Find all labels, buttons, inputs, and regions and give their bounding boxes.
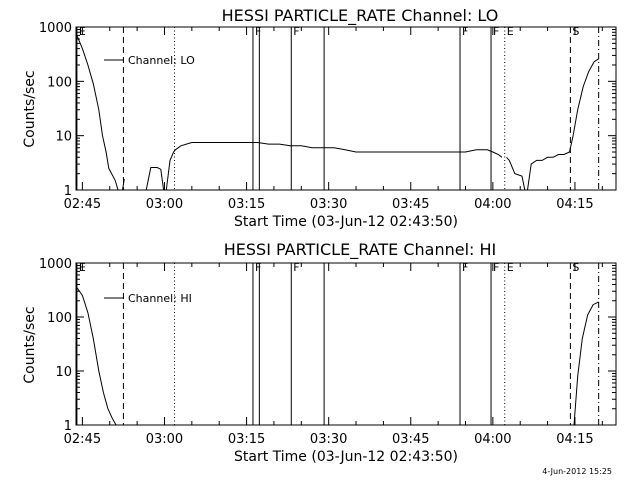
series-line-segment bbox=[527, 58, 599, 191]
series-line-segment bbox=[122, 178, 125, 191]
y-tick-label: 100 bbox=[47, 311, 72, 326]
x-tick-label: 03:00 bbox=[146, 197, 183, 212]
y-tick-label: 1000 bbox=[39, 257, 72, 272]
event-marker-label: E bbox=[79, 25, 86, 38]
series-line-segment bbox=[76, 287, 117, 426]
x-tick-label: 03:15 bbox=[228, 432, 265, 447]
y-tick-label: 1000 bbox=[39, 21, 72, 36]
series-line-segment bbox=[573, 301, 599, 426]
x-tick-label: 03:00 bbox=[146, 432, 183, 447]
x-tick-label: 02:45 bbox=[64, 432, 101, 447]
event-marker-label: F bbox=[462, 25, 468, 38]
plot-timestamp: 4-Jun-2012 15:25 bbox=[542, 467, 612, 476]
event-marker-label: F bbox=[293, 261, 299, 274]
x-tick-label: 04:00 bbox=[474, 197, 511, 212]
plot-frame bbox=[75, 262, 617, 426]
chart-title: HESSI PARTICLE_RATE Channel: LO bbox=[222, 6, 499, 26]
event-marker-label: F bbox=[293, 25, 299, 38]
y-axis-label: Counts/sec bbox=[22, 70, 38, 147]
x-tick-label: 03:30 bbox=[310, 197, 347, 212]
y-tick-label: 1 bbox=[64, 419, 72, 434]
y-tick-label: 10 bbox=[55, 365, 72, 380]
x-tick-label: 04:00 bbox=[474, 432, 511, 447]
event-marker-label: E bbox=[507, 25, 514, 38]
plot-frame bbox=[75, 26, 617, 191]
event-marker-label: F bbox=[493, 25, 499, 38]
event-marker-label: E bbox=[79, 261, 86, 274]
y-tick-label: 100 bbox=[47, 75, 72, 90]
event-marker-label: F bbox=[493, 261, 499, 274]
x-tick-label: 03:30 bbox=[310, 432, 347, 447]
legend-label: Channel: HI bbox=[128, 292, 192, 305]
event-marker-label: F bbox=[462, 261, 468, 274]
y-tick-label: 10 bbox=[55, 130, 72, 145]
y-axis-label: Counts/sec bbox=[22, 306, 38, 383]
event-marker-label: S bbox=[572, 261, 579, 274]
x-tick-label: 03:15 bbox=[228, 197, 265, 212]
y-tick-label: 1 bbox=[64, 184, 72, 199]
series-line-segment bbox=[145, 167, 165, 191]
series-line-segment bbox=[165, 142, 503, 191]
event-marker-label: E bbox=[507, 261, 514, 274]
hi-channel-panel: HESSI PARTICLE_RATE Channel: HI Counts/s… bbox=[22, 240, 617, 465]
x-tick-label: 03:45 bbox=[392, 197, 429, 212]
series-line-segment bbox=[506, 156, 526, 191]
series-line-segment bbox=[76, 35, 121, 191]
x-axis-label: Start Time (03-Jun-12 02:43:50) bbox=[234, 449, 458, 465]
legend-label: Channel: LO bbox=[128, 54, 195, 67]
event-marker-label: S bbox=[572, 25, 579, 38]
x-tick-label: 04:15 bbox=[556, 432, 593, 447]
x-tick-label: 02:45 bbox=[64, 197, 101, 212]
chart-title: HESSI PARTICLE_RATE Channel: HI bbox=[224, 240, 497, 260]
x-axis-label: Start Time (03-Jun-12 02:43:50) bbox=[234, 214, 458, 230]
x-tick-label: 04:15 bbox=[556, 197, 593, 212]
x-tick-label: 03:45 bbox=[392, 432, 429, 447]
event-marker-label: F bbox=[255, 25, 261, 38]
lo-channel-panel: HESSI PARTICLE_RATE Channel: LO Counts/s… bbox=[22, 6, 617, 230]
event-marker-label: F bbox=[255, 261, 261, 274]
